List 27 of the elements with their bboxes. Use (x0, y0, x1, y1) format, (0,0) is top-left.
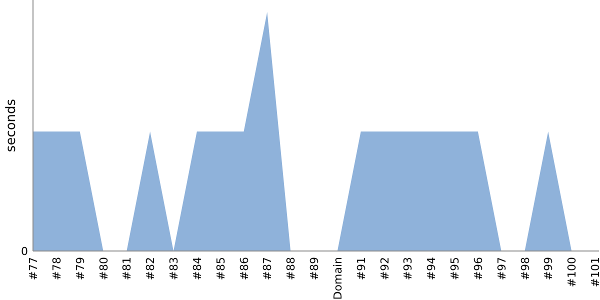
x-tick-label: #78 (50, 257, 64, 280)
x-tick-label: #84 (190, 257, 204, 280)
x-tick-label: #80 (97, 257, 110, 280)
x-tick-label: #82 (144, 257, 158, 280)
x-tick-label: #85 (214, 257, 228, 280)
x-tick-label: #81 (120, 257, 134, 280)
x-tick-label: #97 (495, 257, 508, 280)
x-tick-label: #101 (589, 257, 600, 288)
x-tick-label: #79 (74, 257, 87, 280)
x-tick-label: #77 (27, 257, 40, 280)
x-tick-label: #98 (518, 257, 532, 280)
x-tick-label: #99 (542, 257, 556, 280)
x-tick-label: #86 (238, 257, 251, 280)
x-tick-label: #83 (168, 257, 180, 280)
x-tick-label: #96 (472, 257, 485, 280)
x-tick-label: #95 (448, 257, 462, 280)
y-axis-title: seconds (4, 98, 19, 152)
x-tick-label: #91 (354, 257, 368, 280)
x-tick-label: #100 (566, 257, 579, 288)
x-tick-label: #87 (261, 257, 274, 280)
x-tick-label: Domain (331, 256, 344, 300)
x-tick-label: #92 (378, 257, 392, 280)
x-tick-label: #89 (308, 257, 321, 280)
x-tick-label: #88 (284, 257, 298, 280)
x-tick-label: #93 (402, 257, 415, 280)
x-tick-label: #94 (425, 257, 438, 280)
text: 0 (21, 244, 28, 258)
